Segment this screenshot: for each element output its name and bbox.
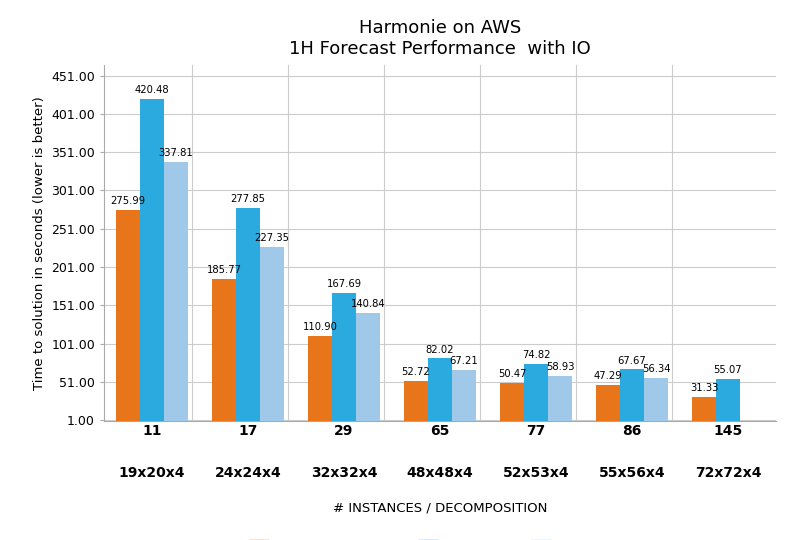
Text: 31.33: 31.33: [690, 383, 718, 393]
Bar: [116, 210, 140, 421]
Bar: [452, 370, 476, 421]
Text: 337.81: 337.81: [158, 148, 194, 158]
Bar: [524, 364, 548, 421]
Title: Harmonie on AWS
1H Forecast Performance  with IO: Harmonie on AWS 1H Forecast Performance …: [289, 19, 591, 58]
Bar: [716, 379, 740, 421]
Text: 55x56x4: 55x56x4: [598, 465, 666, 480]
Bar: [404, 381, 428, 421]
Bar: [308, 336, 332, 421]
Text: 32x32x4: 32x32x4: [310, 465, 378, 480]
Text: 74.82: 74.82: [522, 350, 550, 360]
Legend: AWS, c5n.18xlarge, Cray XC40, Cray XC50: AWS, c5n.18xlarge, Cray XC40, Cray XC50: [244, 535, 636, 540]
Text: 52.72: 52.72: [402, 367, 430, 377]
Text: 140.84: 140.84: [350, 299, 386, 309]
Bar: [644, 378, 668, 421]
Bar: [548, 376, 572, 421]
Text: 52x53x4: 52x53x4: [502, 465, 570, 480]
Text: 58.93: 58.93: [546, 362, 574, 372]
Text: 19x20x4: 19x20x4: [118, 465, 186, 480]
Bar: [260, 247, 284, 421]
Bar: [332, 293, 356, 421]
Text: 67.21: 67.21: [450, 356, 478, 366]
Bar: [620, 369, 644, 421]
Bar: [236, 208, 260, 421]
Text: 227.35: 227.35: [254, 233, 290, 243]
Text: # INSTANCES / DECOMPOSITION: # INSTANCES / DECOMPOSITION: [333, 502, 547, 515]
Text: 24x24x4: 24x24x4: [214, 465, 282, 480]
Text: 47.29: 47.29: [594, 371, 622, 381]
Text: 67.67: 67.67: [618, 355, 646, 366]
Text: 277.85: 277.85: [230, 194, 266, 205]
Text: 185.77: 185.77: [206, 265, 242, 275]
Text: 55.07: 55.07: [714, 365, 742, 375]
Text: 167.69: 167.69: [326, 279, 362, 289]
Text: 56.34: 56.34: [642, 364, 670, 374]
Text: 420.48: 420.48: [134, 85, 170, 95]
Text: 82.02: 82.02: [426, 345, 454, 354]
Text: 72x72x4: 72x72x4: [694, 465, 762, 480]
Bar: [212, 279, 236, 421]
Y-axis label: Time to solution in seconds (lower is better): Time to solution in seconds (lower is be…: [33, 96, 46, 390]
Bar: [596, 385, 620, 421]
Bar: [140, 99, 164, 421]
Text: 48x48x4: 48x48x4: [406, 465, 474, 480]
Bar: [428, 359, 452, 421]
Bar: [692, 397, 716, 421]
Bar: [500, 382, 524, 421]
Text: 110.90: 110.90: [302, 322, 338, 332]
Text: 50.47: 50.47: [498, 369, 526, 379]
Bar: [356, 313, 380, 421]
Text: 275.99: 275.99: [110, 196, 146, 206]
Bar: [164, 163, 188, 421]
